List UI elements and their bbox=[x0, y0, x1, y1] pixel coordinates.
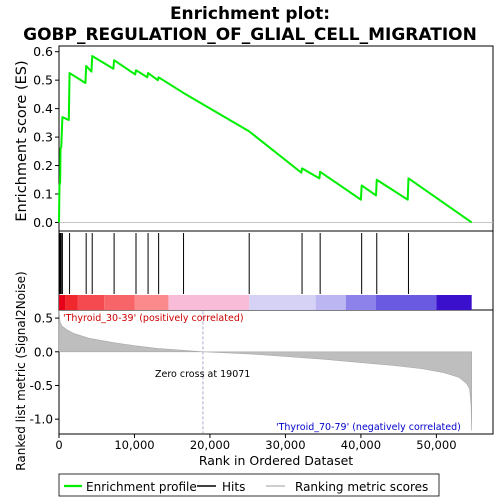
es-tick-label: 0.1 bbox=[33, 187, 53, 202]
legend-metric-label: Ranking metric scores bbox=[295, 480, 428, 494]
x-tick-label: 50,000 bbox=[416, 438, 456, 452]
ranking-metric-area bbox=[58, 309, 472, 431]
es-axis-title: Enrichment score (ES) bbox=[14, 60, 30, 221]
pos-correlated-label: 'Thyroid_30-39' (positively correlated) bbox=[63, 313, 244, 324]
rank-tick-label: -1.0 bbox=[30, 413, 53, 427]
heat-segment bbox=[104, 295, 135, 310]
neg-correlated-label: 'Thyroid_70-79' (negatively correlated) bbox=[276, 422, 461, 433]
es-tick-label: 0.0 bbox=[33, 215, 53, 230]
legend-hits-label: Hits bbox=[222, 480, 245, 494]
heat-segment bbox=[345, 295, 377, 310]
rank-tick-label: 0.5 bbox=[34, 312, 53, 326]
es-tick-label: 0.3 bbox=[33, 130, 53, 145]
es-tick-label: 0.6 bbox=[33, 44, 53, 59]
x-tick-label: 20,000 bbox=[190, 438, 230, 452]
heat-segment bbox=[436, 295, 472, 310]
x-tick-label: 0 bbox=[55, 438, 62, 452]
es-tick-label: 0.5 bbox=[33, 73, 53, 88]
rank-metric-plot: 0.5 0.0 -0.5 -1.0 bbox=[30, 309, 472, 433]
chart-title-line1: Enrichment plot: bbox=[170, 4, 330, 24]
hits-plot bbox=[58, 233, 409, 294]
x-axis-title: Rank in Ordered Dataset bbox=[199, 453, 353, 468]
es-panel-frame bbox=[58, 45, 494, 232]
legend-box bbox=[58, 473, 440, 497]
es-tick-label: 0.4 bbox=[33, 101, 53, 116]
heat-segment bbox=[65, 295, 78, 310]
enrichment-profile-line bbox=[58, 54, 473, 224]
x-axis: 0 10,000 20,000 30,000 40,000 50,000 bbox=[55, 434, 457, 452]
rank-tick-label: 0.0 bbox=[34, 345, 53, 359]
x-tick-label: 40,000 bbox=[341, 438, 381, 452]
es-tick-label: 0.2 bbox=[33, 158, 53, 173]
x-tick-label: 10,000 bbox=[114, 438, 154, 452]
heat-segment bbox=[77, 295, 105, 310]
heat-segment bbox=[315, 295, 346, 310]
heat-segment bbox=[134, 295, 169, 310]
heat-bar bbox=[59, 295, 472, 310]
x-tick-label: 30,000 bbox=[265, 438, 305, 452]
heat-segment bbox=[59, 295, 66, 310]
rank-panel-frame bbox=[58, 309, 494, 435]
chart-title-line2: GOBP_REGULATION_OF_GLIAL_CELL_MIGRATION bbox=[23, 25, 477, 45]
legend-profile-label: Enrichment profile bbox=[86, 480, 197, 494]
es-plot: 0.0 0.1 0.2 0.3 0.4 0.5 0.6 bbox=[33, 44, 493, 230]
rank-axis-title: Ranked list metric (Signal2Noise) bbox=[14, 271, 28, 470]
rank-tick-label: -0.5 bbox=[30, 379, 53, 393]
zero-cross-label: Zero cross at 19071 bbox=[155, 369, 250, 380]
heat-segment bbox=[168, 295, 250, 310]
heat-segment bbox=[376, 295, 437, 310]
heat-segment bbox=[249, 295, 316, 310]
